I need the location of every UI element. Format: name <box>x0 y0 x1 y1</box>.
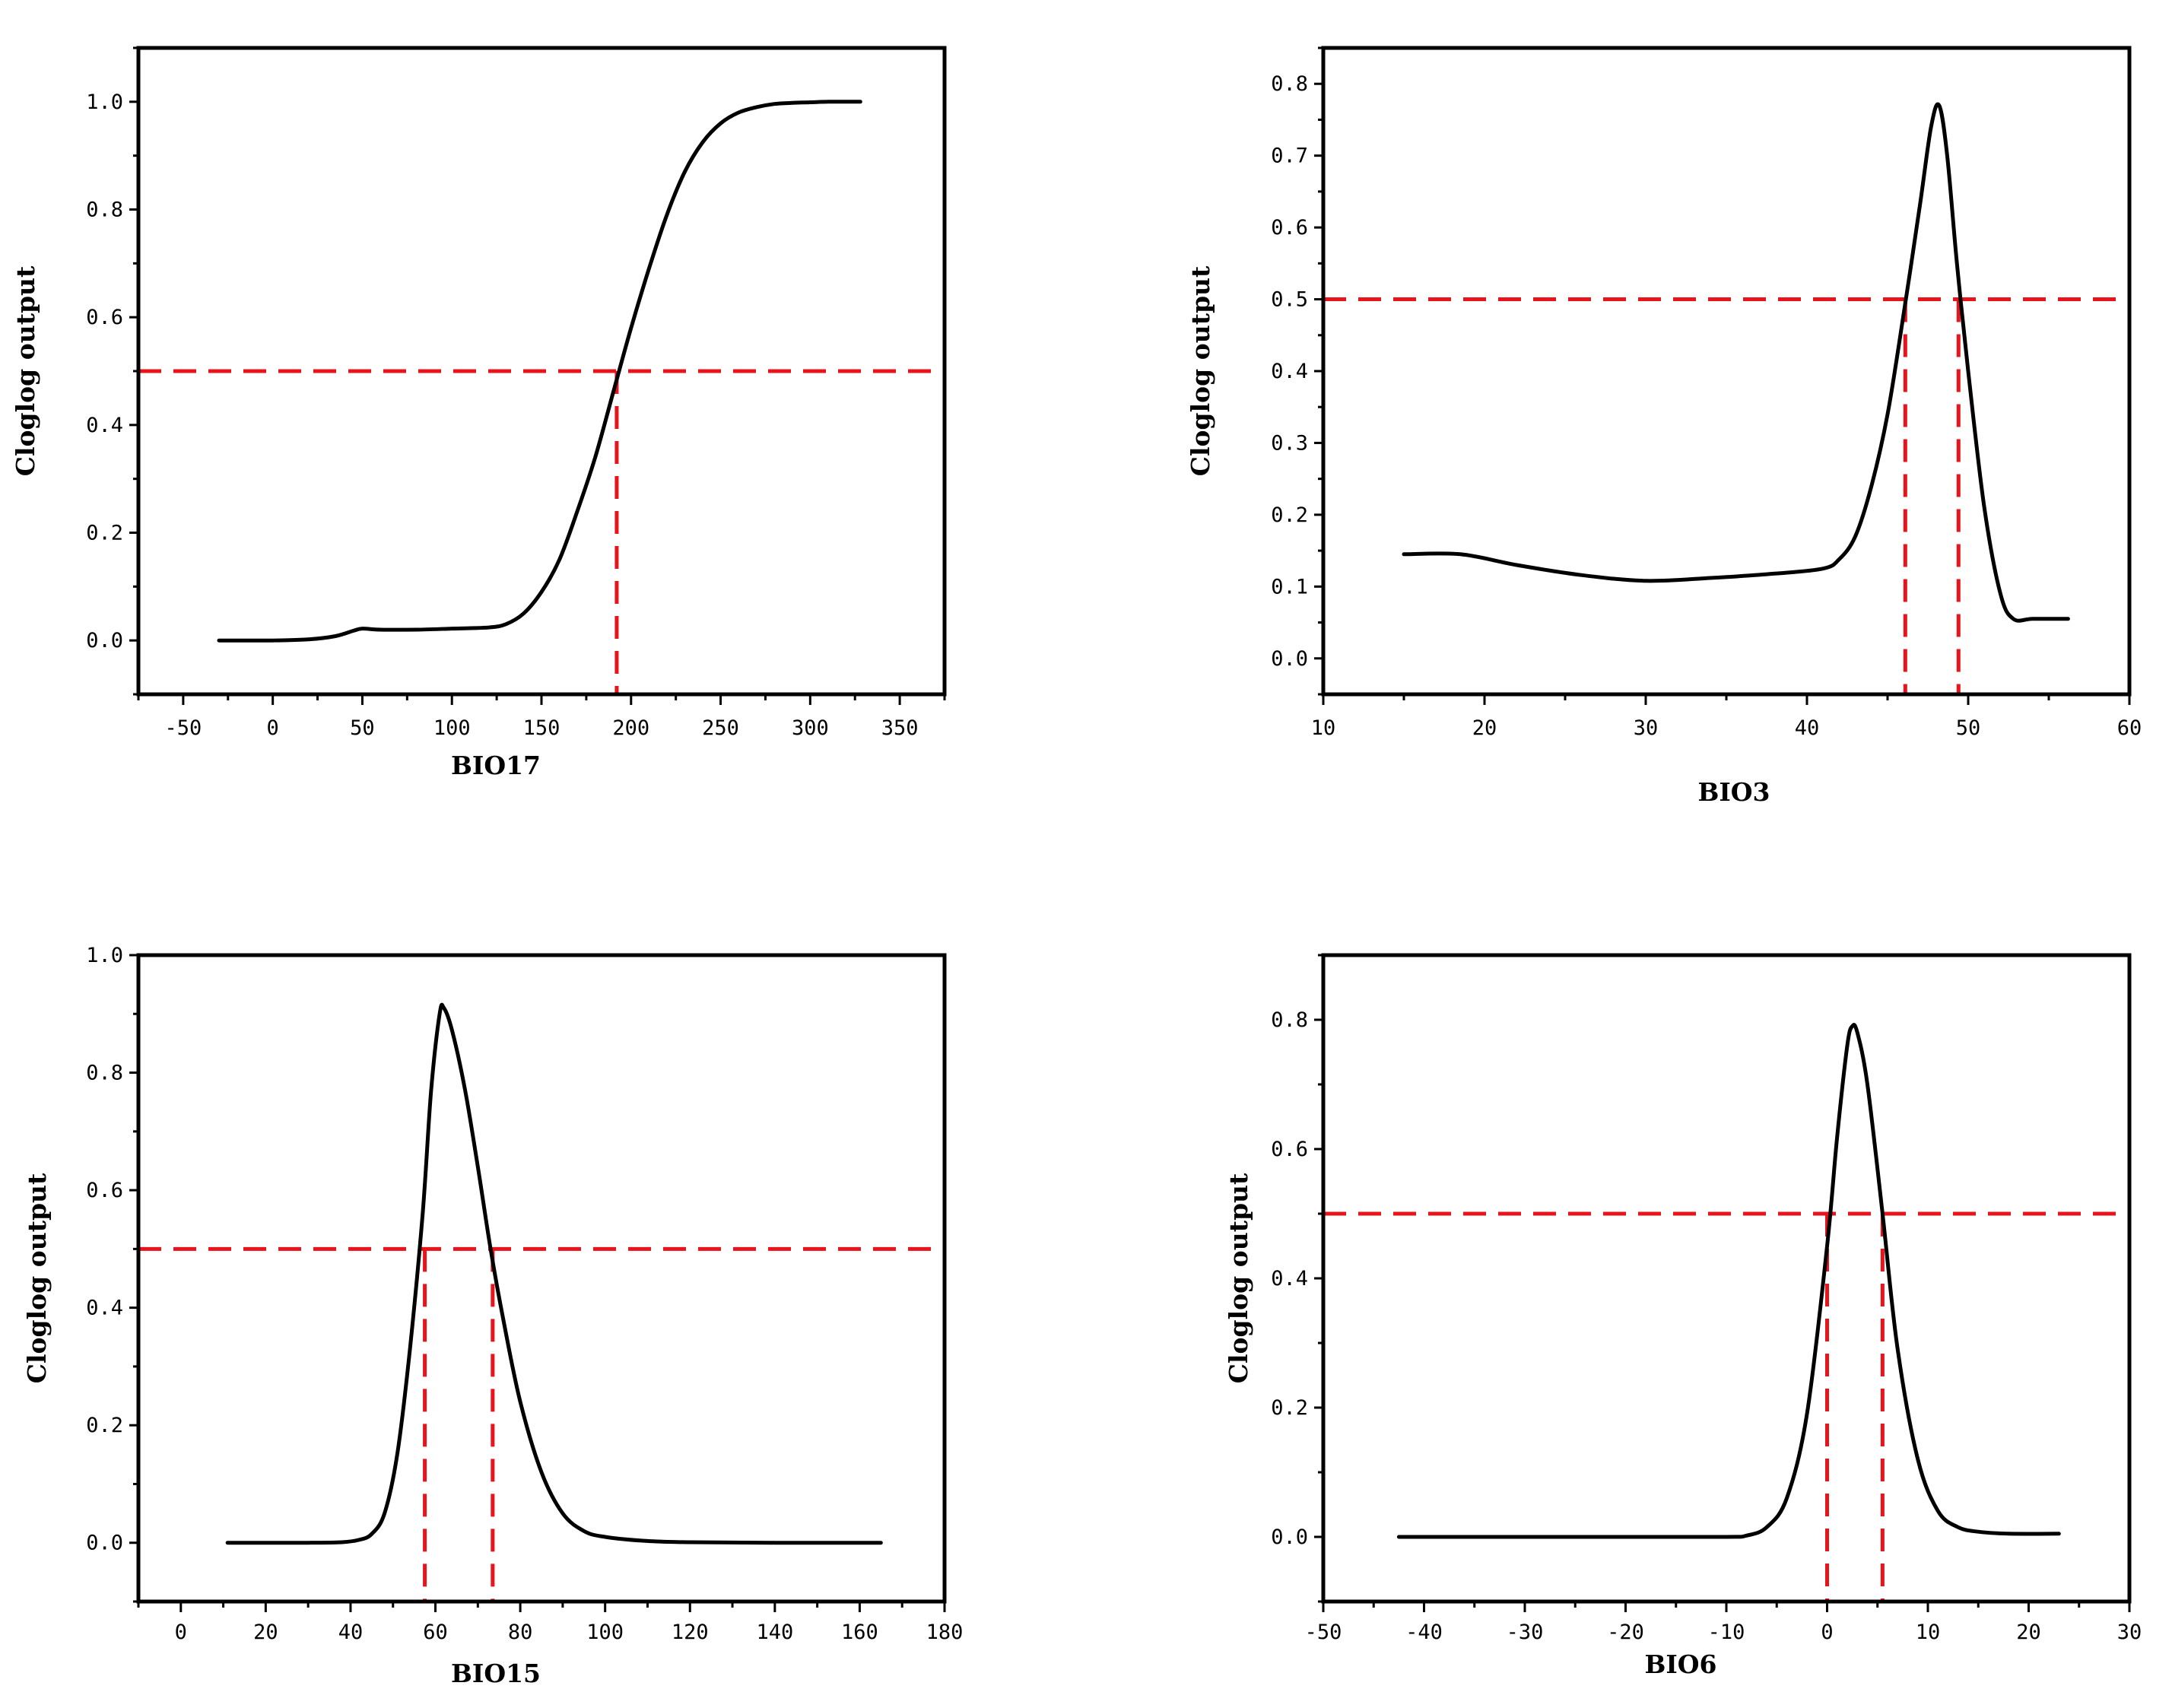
y-tick-label: 0.0 <box>1271 647 1308 671</box>
x-tick-label: -30 <box>1507 1621 1544 1644</box>
x-tick-label: 10 <box>1916 1621 1941 1644</box>
y-tick-label: 0.8 <box>1271 1008 1308 1032</box>
y-tick-label: 0.5 <box>1271 288 1308 312</box>
y-tick-label: 0.4 <box>1271 1267 1308 1291</box>
x-tick-label: 60 <box>2117 716 2142 740</box>
x-tick-label: 300 <box>792 716 829 740</box>
x-axis-title: BIO3 <box>1697 777 1770 807</box>
response-curve <box>1402 102 2070 623</box>
x-tick-label: 250 <box>702 716 739 740</box>
y-tick-label: 0.6 <box>86 1179 123 1202</box>
x-tick-label: 10 <box>1311 716 1336 740</box>
x-tick-label: 0 <box>267 716 279 740</box>
y-axis-title: Cloglog output <box>1186 265 1215 476</box>
x-tick-label: 200 <box>612 716 649 740</box>
y-axis-title: Cloglog output <box>11 265 40 476</box>
response-curve <box>1396 1023 2061 1539</box>
x-tick-label: 100 <box>433 716 471 740</box>
y-tick-label: 1.0 <box>86 90 123 114</box>
y-tick-label: 0.0 <box>1271 1525 1308 1549</box>
y-axis-title: Cloglog output <box>22 1173 52 1383</box>
y-tick-label: 0.4 <box>1271 360 1308 383</box>
y-tick-label: 0.2 <box>86 1414 123 1437</box>
x-tick-label: 20 <box>1472 716 1497 740</box>
y-tick-label: 0.6 <box>1271 1138 1308 1161</box>
x-tick-label: 80 <box>508 1621 533 1644</box>
chart-bio15: 0 20 40 60 80 100 120 140 160 180 0.0 0.2 0.4 0.6 0.8 1… <box>22 944 963 1688</box>
x-tick-label: 40 <box>338 1621 364 1644</box>
x-tick-label: 20 <box>253 1621 278 1644</box>
chart-bio17: -50 0 50 100 150 200 250 300 350 0.0 0.2 0.4 0.6 0.8 1… <box>11 46 947 780</box>
y-tick-label: 0.2 <box>86 522 123 545</box>
y-tick-label: 0.4 <box>86 414 123 437</box>
y-tick-label: 0.6 <box>86 306 123 329</box>
chart-bio3: 10 20 30 40 50 60 0.0 0.1 0.2 0.3 0.4 0.5 0.6 0.7 0.8 B… <box>1186 46 2142 807</box>
x-axis-title: BIO17 <box>451 751 541 780</box>
x-tick-label: -40 <box>1405 1621 1443 1644</box>
x-tick-label: 0 <box>175 1621 187 1644</box>
x-tick-label: -50 <box>1305 1621 1342 1644</box>
y-tick-label: 0.0 <box>86 629 123 652</box>
y-axis-title: Cloglog output <box>1224 1173 1253 1383</box>
x-axis-title: BIO6 <box>1644 1649 1716 1679</box>
x-axis-title: BIO15 <box>451 1659 541 1688</box>
x-tick-label: 350 <box>881 716 919 740</box>
x-tick-label: 180 <box>926 1621 964 1644</box>
x-tick-label: 30 <box>1634 716 1659 740</box>
x-tick-label: 50 <box>350 716 375 740</box>
y-tick-label: 0.8 <box>86 1062 123 1085</box>
x-tick-label: 20 <box>2016 1621 2041 1644</box>
y-tick-label: 0.3 <box>1271 431 1308 455</box>
x-tick-label: 0 <box>1821 1621 1833 1644</box>
x-tick-label: 150 <box>523 716 560 740</box>
x-tick-label: 140 <box>756 1621 793 1644</box>
y-tick-label: 0.1 <box>1271 575 1308 598</box>
x-tick-label: 160 <box>841 1621 878 1644</box>
x-tick-label: -50 <box>164 716 202 740</box>
plot-frame <box>136 953 947 1604</box>
y-tick-label: 0.8 <box>86 198 123 222</box>
response-curve <box>225 1002 883 1545</box>
x-tick-label: 50 <box>1956 716 1981 740</box>
x-tick-label: -20 <box>1607 1621 1644 1644</box>
y-tick-label: 0.0 <box>86 1532 123 1555</box>
y-tick-label: 0.8 <box>1271 72 1308 96</box>
y-tick-label: 0.2 <box>1271 503 1308 527</box>
x-tick-label: 60 <box>423 1621 448 1644</box>
y-tick-label: 0.7 <box>1271 144 1308 168</box>
y-tick-label: 1.0 <box>86 944 123 967</box>
y-tick-label: 0.2 <box>1271 1396 1308 1420</box>
chart-bio6: -50 -40 -30 -20 -10 0 10 20 30 0.0 0.2 0.4 0.6 0.8 BIO… <box>1224 953 2142 1679</box>
response-curve <box>217 100 862 643</box>
x-tick-label: 30 <box>2117 1621 2142 1644</box>
x-tick-label: -10 <box>1708 1621 1745 1644</box>
x-tick-label: 120 <box>672 1621 709 1644</box>
x-tick-label: 40 <box>1795 716 1820 740</box>
y-tick-label: 0.4 <box>86 1297 123 1320</box>
y-tick-label: 0.6 <box>1271 216 1308 240</box>
x-tick-label: 100 <box>586 1621 624 1644</box>
